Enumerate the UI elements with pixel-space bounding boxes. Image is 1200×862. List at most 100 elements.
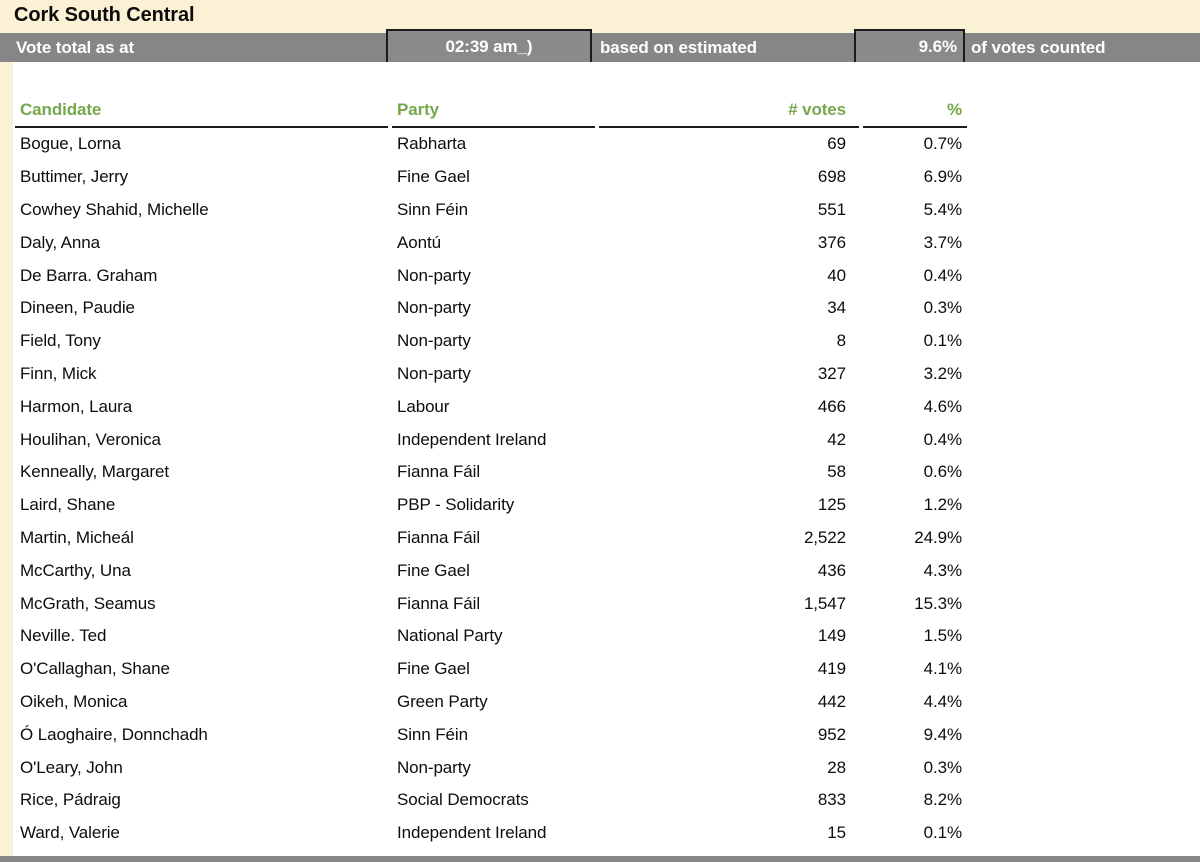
candidate-cell[interactable]: McCarthy, Una [20, 560, 131, 580]
candidate-cell[interactable]: Ward, Valerie [20, 823, 120, 843]
votes-cell[interactable]: 15 [827, 823, 846, 843]
status-label-middle: based on estimated [600, 38, 757, 57]
candidate-cell[interactable]: O'Callaghan, Shane [20, 659, 170, 679]
party-cell[interactable]: Social Democrats [397, 790, 529, 810]
votes-cell[interactable]: 28 [827, 757, 846, 777]
votes-cell[interactable]: 952 [817, 724, 846, 744]
candidate-cell[interactable]: Dineen, Paudie [20, 298, 135, 318]
votes-cell[interactable]: 149 [817, 626, 846, 646]
party-cell[interactable]: Independent Ireland [397, 823, 547, 843]
percent-cell[interactable]: 0.3% [923, 757, 962, 777]
votes-cell[interactable]: 327 [817, 363, 846, 383]
table-row: Rice, Pádraig Social Democrats 833 8.2% [15, 784, 967, 817]
candidate-cell[interactable]: Harmon, Laura [20, 396, 133, 416]
percent-cell[interactable]: 0.6% [923, 462, 962, 482]
votes-cell[interactable]: 40 [827, 265, 846, 285]
party-cell[interactable]: Fianna Fáil [397, 462, 480, 482]
table-row: Harmon, Laura Labour 466 4.6% [15, 390, 967, 423]
percent-cell[interactable]: 3.2% [923, 363, 962, 383]
party-cell[interactable]: Fine Gael [397, 167, 470, 187]
votes-cell[interactable]: 34 [827, 298, 846, 318]
table-row: Kenneally, Margaret Fianna Fáil 58 0.6% [15, 456, 967, 489]
candidate-cell[interactable]: Rice, Pádraig [20, 790, 121, 810]
candidate-cell[interactable]: Field, Tony [20, 331, 101, 351]
counted-percent-field[interactable]: 9.6% [854, 29, 965, 64]
candidate-cell[interactable]: McGrath, Seamus [20, 593, 156, 613]
percent-cell[interactable]: 4.1% [923, 659, 962, 679]
party-cell[interactable]: PBP - Solidarity [397, 495, 515, 515]
percent-cell[interactable]: 4.4% [923, 691, 962, 711]
party-cell[interactable]: Rabharta [397, 134, 467, 154]
party-cell[interactable]: Sinn Féin [397, 724, 468, 744]
votes-cell[interactable]: 419 [817, 659, 846, 679]
percent-cell[interactable]: 15.3% [914, 593, 962, 613]
candidate-cell[interactable]: Neville. Ted [20, 626, 107, 646]
percent-cell[interactable]: 0.4% [923, 429, 962, 449]
column-header-percent[interactable]: % [863, 100, 967, 128]
candidate-cell[interactable]: Bogue, Lorna [20, 134, 121, 154]
table-row: Martin, Micheál Fianna Fáil 2,522 24.9% [15, 522, 967, 555]
percent-cell[interactable]: 3.7% [923, 232, 962, 252]
percent-cell[interactable]: 6.9% [923, 167, 962, 187]
column-header-party[interactable]: Party [392, 100, 595, 128]
party-cell[interactable]: Non-party [397, 265, 471, 285]
percent-cell[interactable]: 0.3% [923, 298, 962, 318]
party-cell[interactable]: Green Party [397, 691, 488, 711]
party-cell[interactable]: Independent Ireland [397, 429, 547, 449]
votes-cell[interactable]: 58 [827, 462, 846, 482]
percent-cell[interactable]: 9.4% [923, 724, 962, 744]
percent-cell[interactable]: 0.4% [923, 265, 962, 285]
percent-cell[interactable]: 8.2% [923, 790, 962, 810]
percent-cell[interactable]: 5.4% [923, 199, 962, 219]
candidate-cell[interactable]: Martin, Micheál [20, 527, 134, 547]
votes-cell[interactable]: 2,522 [803, 527, 846, 547]
candidate-cell[interactable]: Ó Laoghaire, Donnchadh [20, 724, 208, 744]
party-cell[interactable]: Non-party [397, 757, 471, 777]
party-cell[interactable]: Fine Gael [397, 560, 470, 580]
votes-cell[interactable]: 436 [817, 560, 846, 580]
party-cell[interactable]: Fianna Fáil [397, 527, 480, 547]
column-header-votes[interactable]: # votes [599, 100, 859, 128]
percent-cell[interactable]: 1.2% [923, 495, 962, 515]
votes-cell[interactable]: 442 [817, 691, 846, 711]
votes-cell[interactable]: 69 [827, 134, 846, 154]
percent-cell[interactable]: 24.9% [914, 527, 962, 547]
candidate-cell[interactable]: Finn, Mick [20, 363, 97, 383]
votes-cell[interactable]: 833 [817, 790, 846, 810]
votes-cell[interactable]: 42 [827, 429, 846, 449]
percent-cell[interactable]: 1.5% [923, 626, 962, 646]
party-cell[interactable]: Non-party [397, 363, 471, 383]
party-cell[interactable]: Fine Gael [397, 659, 470, 679]
candidate-cell[interactable]: Laird, Shane [20, 495, 116, 515]
percent-cell[interactable]: 0.1% [923, 331, 962, 351]
votes-cell[interactable]: 1,547 [803, 593, 846, 613]
votes-cell[interactable]: 376 [817, 232, 846, 252]
column-header-candidate[interactable]: Candidate [15, 100, 388, 128]
candidate-cell[interactable]: Houlihan, Veronica [20, 429, 161, 449]
party-cell[interactable]: Aontú [397, 232, 441, 252]
candidate-cell[interactable]: Oikeh, Monica [20, 691, 128, 711]
votes-cell[interactable]: 698 [817, 167, 846, 187]
votes-cell[interactable]: 125 [817, 495, 846, 515]
percent-cell[interactable]: 0.7% [923, 134, 962, 154]
candidate-cell[interactable]: De Barra. Graham [20, 265, 158, 285]
percent-cell[interactable]: 0.1% [923, 823, 962, 843]
party-cell[interactable]: Labour [397, 396, 450, 416]
candidate-cell[interactable]: O'Leary, John [20, 757, 123, 777]
party-cell[interactable]: National Party [397, 626, 503, 646]
candidate-cell[interactable]: Buttimer, Jerry [20, 167, 129, 187]
percent-cell[interactable]: 4.6% [923, 396, 962, 416]
candidate-cell[interactable]: Kenneally, Margaret [20, 462, 169, 482]
percent-cell[interactable]: 4.3% [923, 560, 962, 580]
votes-cell[interactable]: 551 [817, 199, 846, 219]
party-cell[interactable]: Sinn Féin [397, 199, 468, 219]
votes-cell[interactable]: 466 [817, 396, 846, 416]
votes-cell[interactable]: 8 [836, 331, 846, 351]
party-cell[interactable]: Non-party [397, 331, 471, 351]
candidate-cell[interactable]: Cowhey Shahid, Michelle [20, 199, 209, 219]
candidate-cell[interactable]: Daly, Anna [20, 232, 100, 252]
party-cell[interactable]: Fianna Fáil [397, 593, 480, 613]
time-field[interactable]: 02:39 am_) [386, 29, 592, 64]
party-cell[interactable]: Non-party [397, 298, 471, 318]
